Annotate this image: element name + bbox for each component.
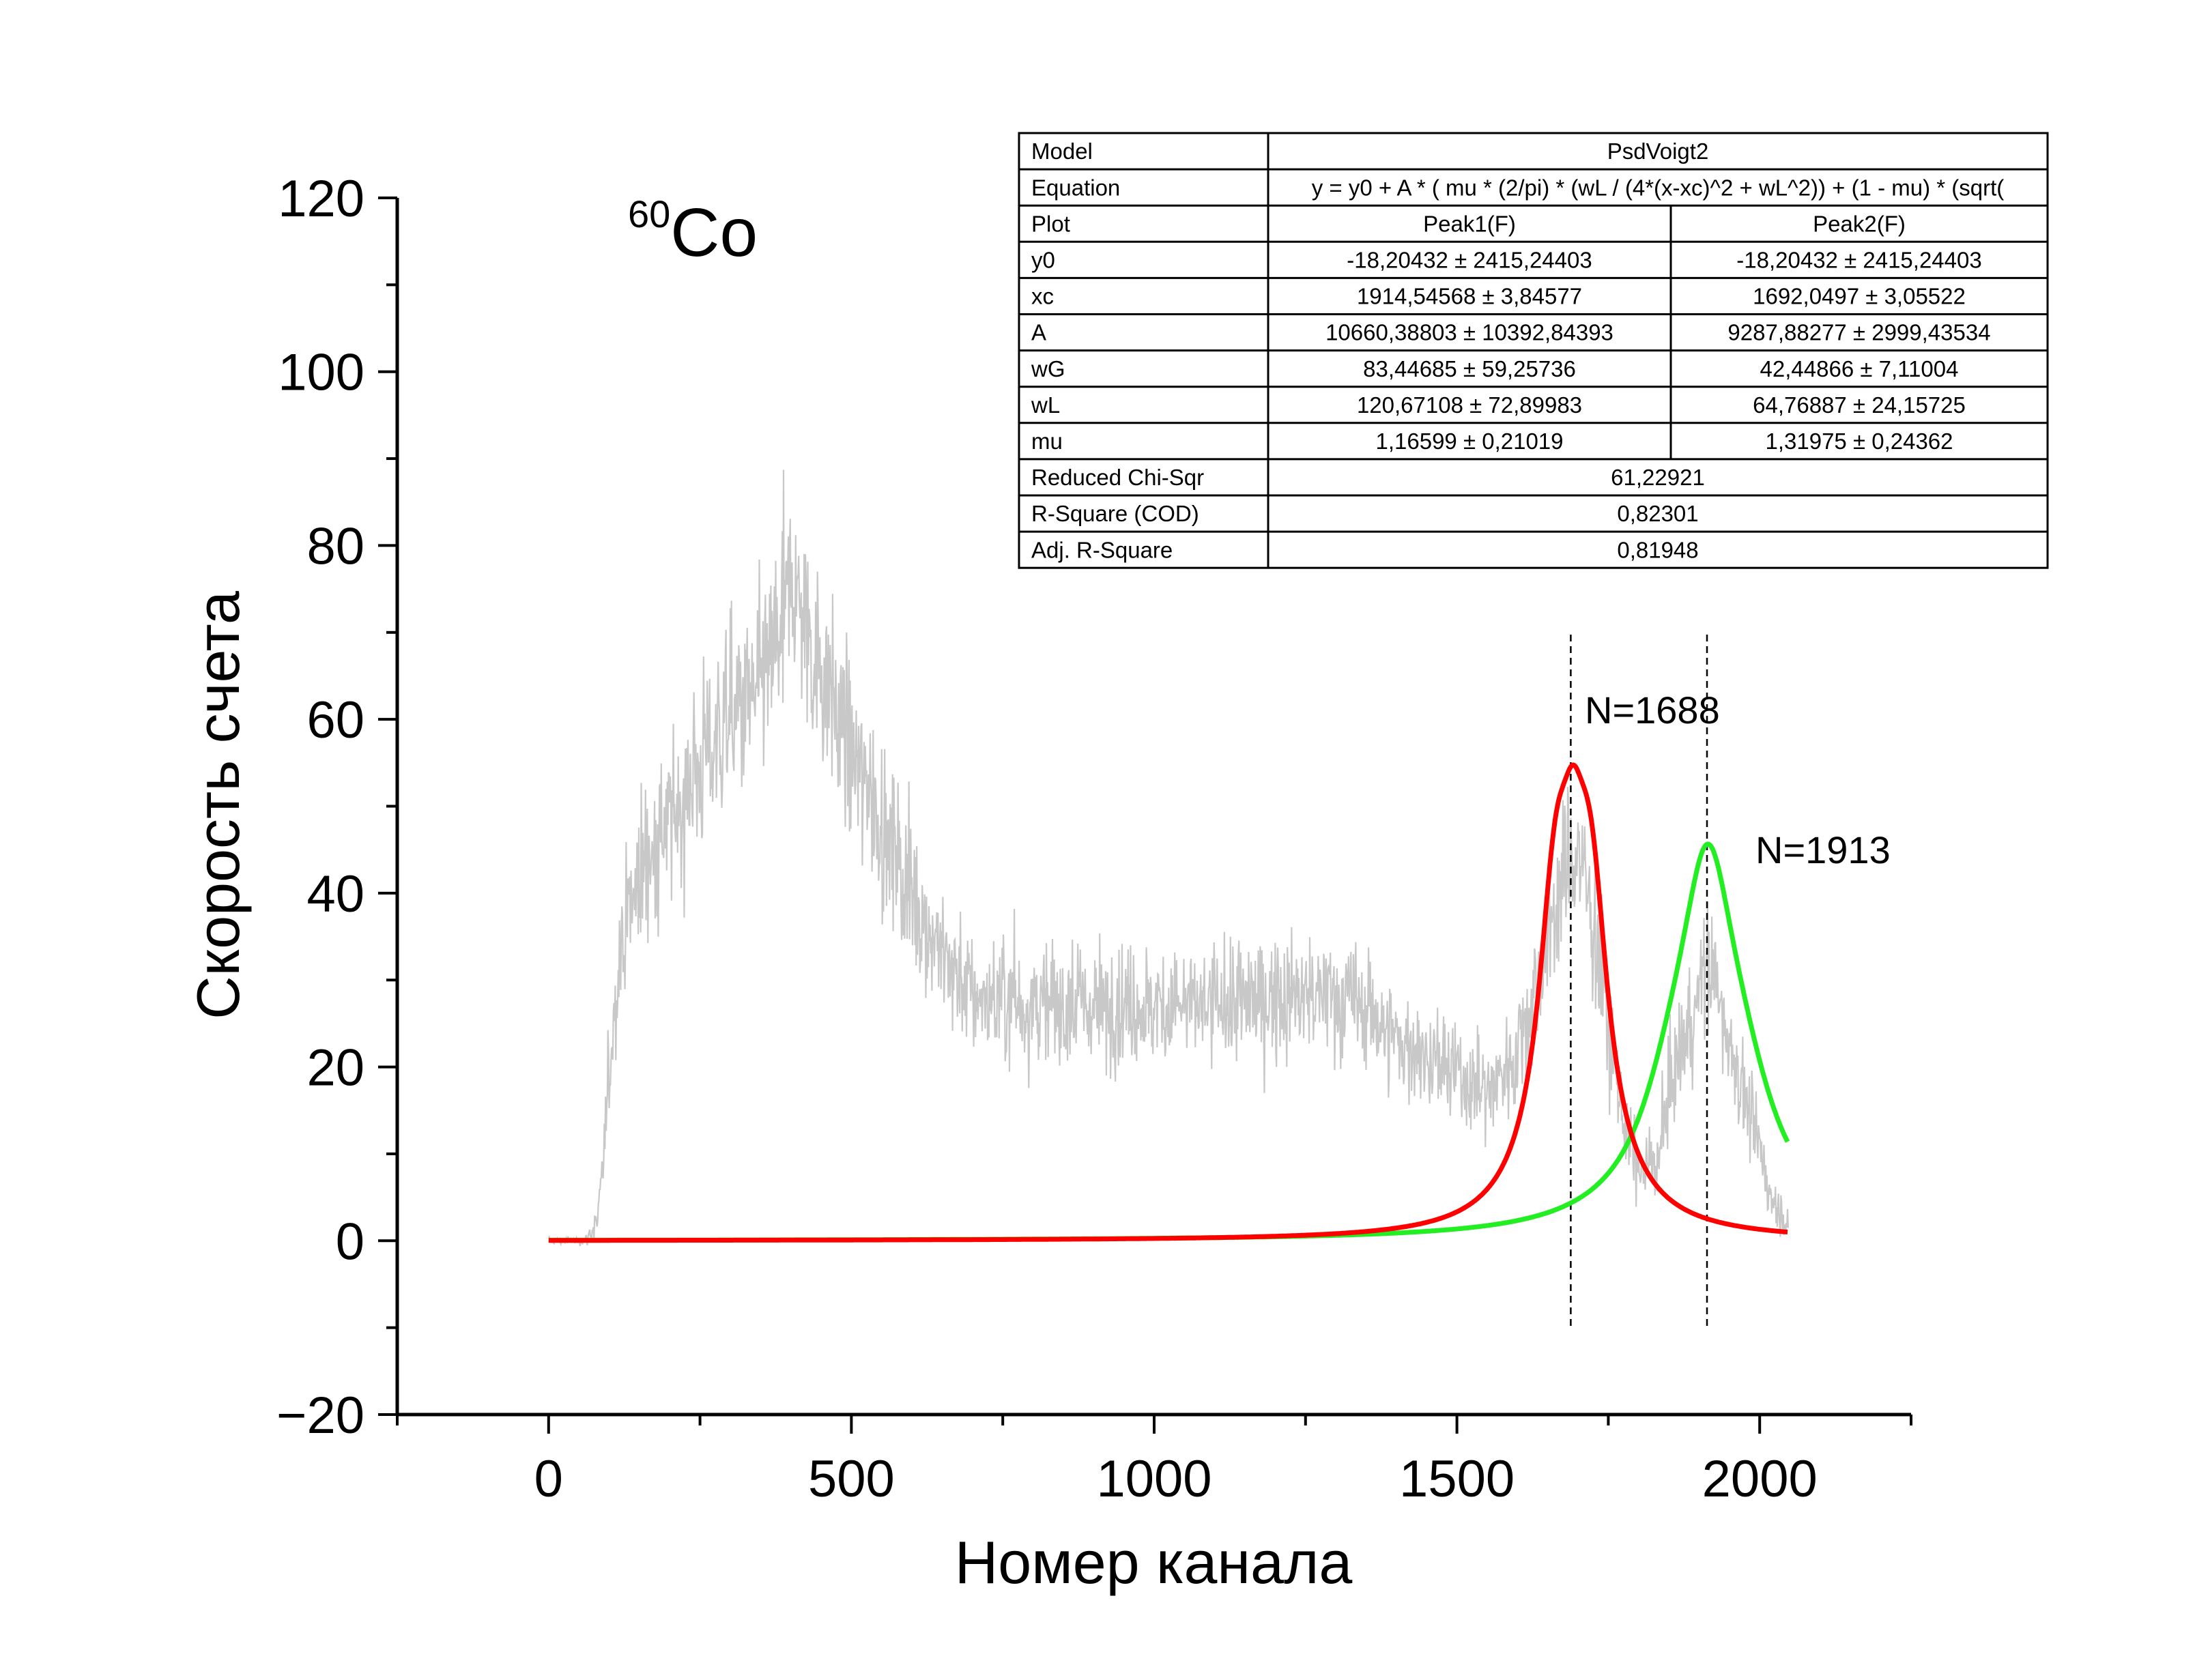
table-cell-label: Equation bbox=[1031, 175, 1120, 200]
table-cell-peak1: 120,67108 ± 72,89983 bbox=[1357, 392, 1582, 418]
table-cell-value: PsdVoigt2 bbox=[1607, 139, 1709, 164]
table-cell-peak2: 42,44866 ± 7,11004 bbox=[1760, 356, 1959, 381]
y-axis-title: Скорость счета bbox=[184, 591, 252, 1019]
y-tick-label-60: 60 bbox=[306, 691, 364, 749]
table-cell-peak1: 1914,54568 ± 3,84577 bbox=[1357, 284, 1582, 309]
table-cell-label: xc bbox=[1031, 284, 1054, 309]
measured-spectrum bbox=[547, 469, 1789, 1247]
x-tick-label-1500: 1500 bbox=[1399, 1450, 1515, 1508]
x-tick-label-2000: 2000 bbox=[1702, 1450, 1818, 1508]
table-cell-label: Model bbox=[1031, 139, 1093, 164]
table-cell-peak1: 83,44685 ± 59,25736 bbox=[1363, 356, 1576, 381]
table-cell-peak1: 10660,38803 ± 10392,84393 bbox=[1325, 320, 1613, 345]
table-cell-peak1: -18,20432 ± 2415,24403 bbox=[1347, 248, 1592, 273]
table-cell-value: y = y0 + A * ( mu * (2/pi) * (wL / (4*(x… bbox=[1312, 175, 2005, 200]
table-cell-peak2: 1,31975 ± 0,24362 bbox=[1765, 429, 1953, 454]
table-cell-peak2: 64,76887 ± 24,15725 bbox=[1753, 392, 1966, 418]
table-cell-peak2: 9287,88277 ± 2999,43534 bbox=[1727, 320, 1990, 345]
y-tick-label-120: 120 bbox=[278, 170, 364, 228]
marker-label-1913: N=1913 bbox=[1755, 828, 1891, 871]
table-cell-peak2: -18,20432 ± 2415,24403 bbox=[1736, 248, 1981, 273]
table-cell-peak1: 1,16599 ± 0,21019 bbox=[1375, 429, 1563, 454]
table-cell-peak2: 1692,0497 ± 3,05522 bbox=[1753, 284, 1966, 309]
table-cell-label: R-Square (COD) bbox=[1031, 501, 1199, 526]
peak-markers bbox=[1570, 635, 1708, 1327]
y-tick-label-80: 80 bbox=[306, 517, 364, 575]
isotope-mass: 60 bbox=[628, 192, 670, 235]
x-axis-title: Номер канала bbox=[955, 1529, 1353, 1596]
x-tick-label-0: 0 bbox=[534, 1450, 563, 1508]
x-tick-label-1000: 1000 bbox=[1096, 1450, 1211, 1508]
fit-curves bbox=[547, 762, 1790, 1243]
isotope-label: 60Co bbox=[628, 192, 758, 271]
fit-parameters-table: Model PsdVoigt2 Equation y = y0 + A * ( mu … bbox=[1018, 132, 2049, 569]
x-tick-label-500: 500 bbox=[808, 1450, 895, 1508]
spectrum-trace bbox=[547, 469, 1789, 1247]
table-cell-label: A bbox=[1031, 320, 1046, 345]
table-cell-value: 0,81948 bbox=[1617, 537, 1698, 562]
fit-curve-Peak1(F) bbox=[547, 762, 1789, 1243]
table-cell-label: Adj. R-Square bbox=[1031, 537, 1173, 562]
table-cell-peak2: Peak2(F) bbox=[1813, 211, 1906, 236]
y-tick-label--20: −20 bbox=[276, 1387, 364, 1445]
y-tick-label-40: 40 bbox=[306, 865, 364, 923]
table-cell-label: y0 bbox=[1031, 248, 1055, 273]
axis-labels: Номер канала Скорость счета 60Co N=1688 … bbox=[184, 192, 1891, 1596]
table-cell-label: mu bbox=[1031, 429, 1063, 454]
isotope-symbol: Co bbox=[670, 194, 758, 271]
table-cell-peak1: Peak1(F) bbox=[1423, 211, 1516, 236]
table-cell-label: Plot bbox=[1031, 211, 1070, 236]
y-tick-label-20: 20 bbox=[306, 1039, 364, 1097]
table-cell-label: wL bbox=[1031, 392, 1060, 418]
table-cell-value: 61,22921 bbox=[1611, 465, 1705, 490]
y-tick-label-0: 0 bbox=[336, 1213, 364, 1271]
axes: 0 500 1000 1500 2000 −20 0 20 40 60 80 100 120 bbox=[276, 170, 1912, 1508]
y-tick-label-100: 100 bbox=[278, 344, 364, 402]
table-cell-label: wG bbox=[1031, 356, 1065, 381]
table-cell-value: 0,82301 bbox=[1617, 501, 1698, 526]
table-cell-label: Reduced Chi-Sqr bbox=[1031, 465, 1204, 490]
marker-label-1688: N=1688 bbox=[1585, 689, 1720, 732]
